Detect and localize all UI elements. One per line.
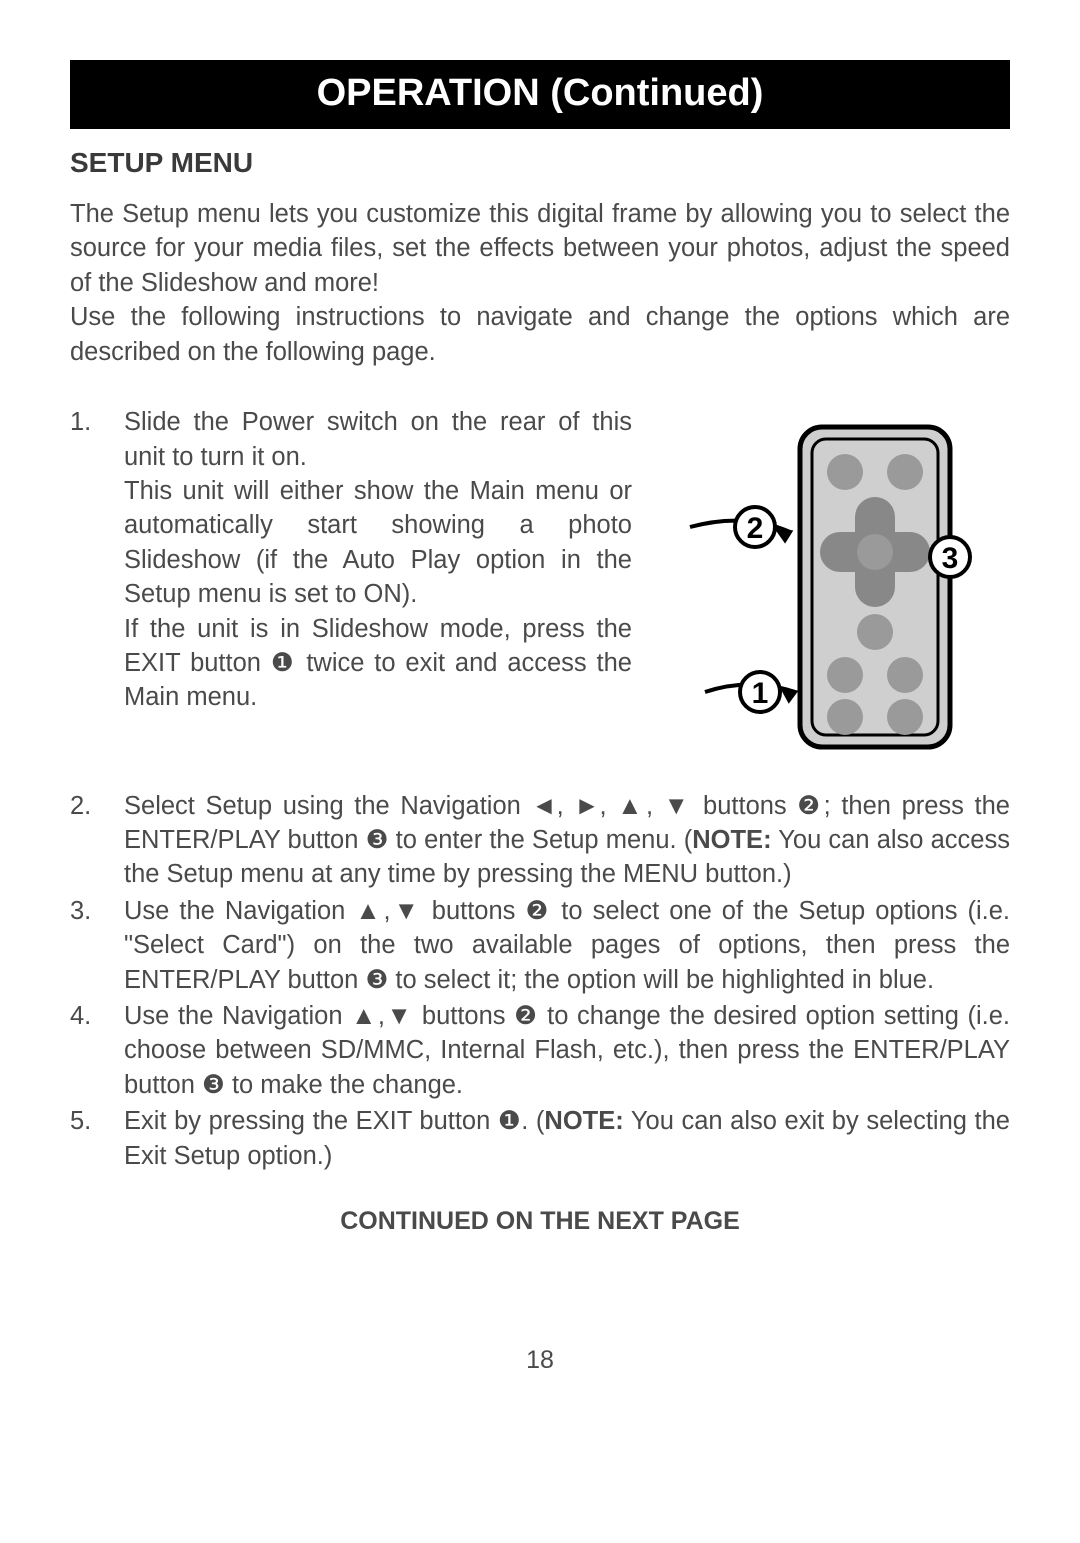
s2-pre: Select Setup using the Navigation ◄, ►, … [124,792,797,820]
steps-list-cont: 2. Select Setup using the Navigation ◄, … [70,789,1010,1174]
s3-pre: Use the Navigation ▲,▼ buttons [124,897,525,925]
remote-btn [827,657,863,693]
step-number: 2. [70,789,91,823]
s2-post: to enter the Setup menu. ( [389,826,693,854]
circled-1: ❶ [271,649,297,677]
circled-3: ❸ [365,966,388,994]
section-heading: SETUP MENU [70,147,1010,179]
s3-post: to select it; the option will be highlig… [388,966,934,994]
note-label: NOTE: [692,826,771,854]
remote-btn [887,657,923,693]
remote-btn [827,699,863,735]
intro-p2: Use the following instructions to naviga… [70,303,1010,365]
step-number: 1. [70,405,91,439]
step-1: 1. Slide the Power switch on the rear of… [70,405,1010,786]
remote-btn [887,699,923,735]
callout-3: 3 [942,542,959,575]
step-5: 5. Exit by pressing the EXIT button ❶. (… [70,1104,1010,1173]
remote-body [800,427,950,747]
remote-btn [827,454,863,490]
s4-pre: Use the Navigation ▲,▼ buttons [124,1002,514,1030]
intro-p1: The Setup menu lets you customize this d… [70,200,1010,297]
remote-btn [887,454,923,490]
circled-2: ❷ [514,1002,538,1030]
step-3: 3. Use the Navigation ▲,▼ buttons ❷ to s… [70,894,1010,997]
page-number: 18 [70,1346,1010,1375]
s4-post: to make the change. [225,1071,463,1099]
step-number: 5. [70,1104,91,1138]
step-number: 3. [70,894,91,928]
s5-pre: Exit by pressing the EXIT button [124,1107,498,1135]
step-1b: This unit will either show the Main menu… [124,477,632,608]
remote-svg: 2 3 1 [650,417,1010,777]
callout-2: 2 [747,512,764,545]
note-label: NOTE: [544,1107,623,1135]
circled-3: ❸ [366,826,389,854]
step-number: 4. [70,999,91,1033]
step-2: 2. Select Setup using the Navigation ◄, … [70,789,1010,892]
circled-3: ❸ [202,1071,225,1099]
step-4: 4. Use the Navigation ▲,▼ buttons ❷ to c… [70,999,1010,1102]
circled-1: ❶ [498,1107,521,1135]
callout-1: 1 [752,677,769,710]
step-1a: Slide the Power switch on the rear of th… [124,408,632,470]
remote-enter [857,534,893,570]
steps-list: 1. Slide the Power switch on the rear of… [70,405,1010,786]
circled-2: ❷ [797,792,823,820]
remote-btn [857,614,893,650]
intro-text: The Setup menu lets you customize this d… [70,197,1010,369]
remote-figure: 2 3 1 [650,405,1010,786]
title-bar: OPERATION (Continued) [70,60,1010,129]
circled-2: ❷ [525,897,551,925]
s5-mid: . ( [521,1107,544,1135]
continued-notice: CONTINUED ON THE NEXT PAGE [70,1207,1010,1236]
